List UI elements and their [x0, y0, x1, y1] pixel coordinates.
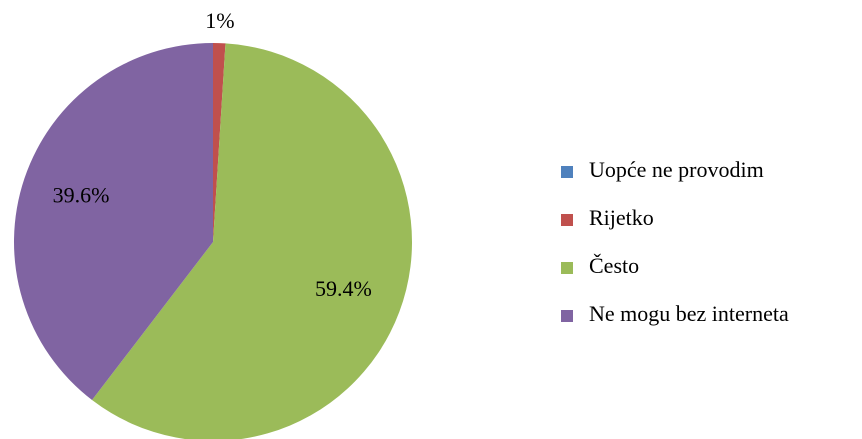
legend-label: Rijetko [589, 205, 654, 230]
legend-swatch [561, 310, 573, 322]
legend-label: Ne mogu bez interneta [589, 301, 789, 326]
pie-slice [14, 43, 213, 401]
legend-label: Često [589, 253, 639, 278]
legend-swatch [561, 166, 573, 178]
legend-swatch [561, 262, 573, 274]
data-label: 59.4% [315, 276, 372, 301]
data-label: 39.6% [53, 182, 110, 207]
pie-slice [92, 43, 412, 439]
data-label: 1% [205, 8, 234, 33]
legend-label: Uopće ne provodim [589, 157, 764, 182]
legend-swatch [561, 214, 573, 226]
pie-slice [213, 43, 226, 242]
